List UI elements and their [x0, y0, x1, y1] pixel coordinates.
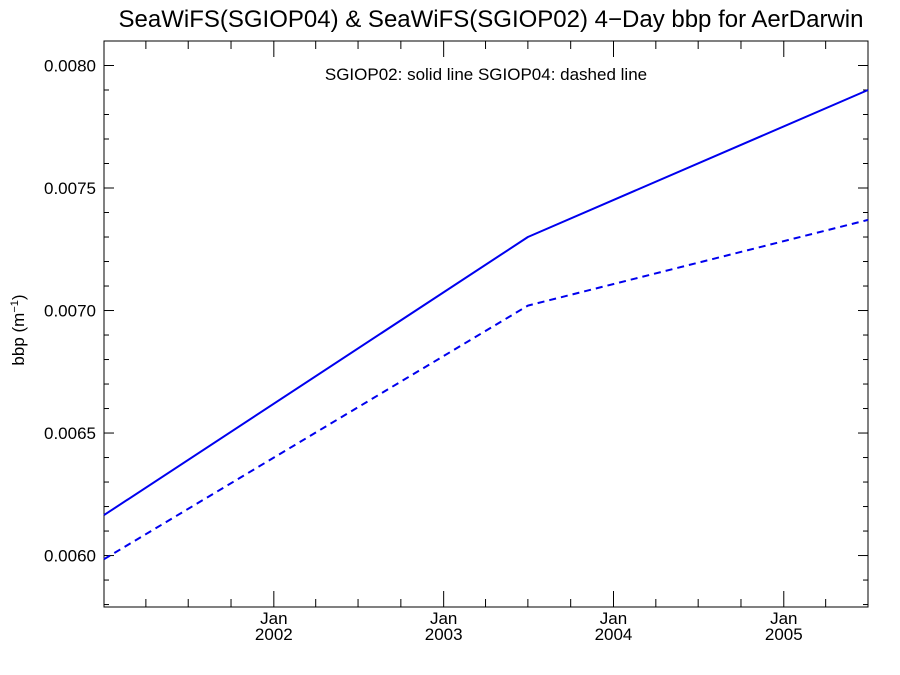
x-tick-label: Jan: [770, 609, 797, 628]
x-tick-sublabel: 2005: [765, 625, 803, 644]
y-tick-label: 0.0065: [44, 424, 96, 443]
x-tick-sublabel: 2003: [425, 625, 463, 644]
y-tick-label: 0.0070: [44, 302, 96, 321]
chart-title: SeaWiFS(SGIOP04) & SeaWiFS(SGIOP02) 4−Da…: [119, 6, 864, 33]
x-tick-label: Jan: [600, 609, 627, 628]
x-tick-label: Jan: [430, 609, 457, 628]
plot-frame: [103, 40, 869, 608]
y-tick-label: 0.0080: [44, 57, 96, 76]
axes: 0.00600.00650.00700.00750.0080Jan2002Jan…: [44, 40, 869, 644]
y-axis-label: bbp (m−1): [9, 294, 28, 365]
x-tick-label: Jan: [260, 609, 287, 628]
series-line-solid: [103, 89, 869, 516]
y-tick-label: 0.0075: [44, 179, 96, 198]
y-tick-label: 0.0060: [44, 547, 96, 566]
series-layer: [103, 89, 869, 561]
x-tick-sublabel: 2004: [595, 625, 633, 644]
legend-annotation: SGIOP02: solid line SGIOP04: dashed line: [325, 65, 647, 84]
x-tick-sublabel: 2002: [255, 625, 293, 644]
series-line-dashed: [103, 218, 869, 561]
